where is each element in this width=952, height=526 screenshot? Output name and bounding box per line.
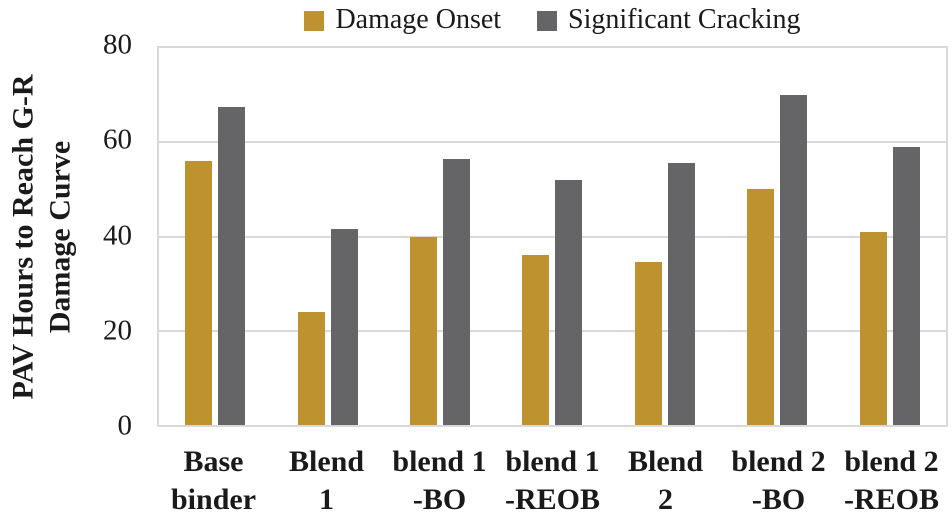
y-tick-label: 20 (103, 314, 132, 347)
bar-damage-onset (747, 189, 775, 425)
y-tick-label: 80 (103, 28, 132, 61)
x-axis-label: Base binder (170, 445, 257, 516)
plot-area (157, 46, 948, 427)
legend-item-damage-onset: Damage Onset (304, 6, 501, 34)
x-axis-label: blend 1 -BO (392, 445, 487, 516)
bar-significant-cracking (218, 106, 246, 425)
bar-group (271, 48, 383, 425)
legend: Damage Onset Significant Cracking (157, 0, 948, 40)
y-axis-ticks: 0 20 40 60 80 (58, 30, 132, 440)
gridline (159, 141, 946, 144)
legend-item-significant-cracking: Significant Cracking (537, 6, 801, 34)
bar-group (384, 48, 496, 425)
x-axis-labels: Base binder Blend 1 blend 1 -BO blend 1 -RE… (157, 443, 948, 519)
bar-group (609, 48, 721, 425)
x-axis-label: blend 1 -REOB (504, 445, 600, 516)
x-axis-label: Blend 1 (288, 445, 365, 516)
gridline (159, 235, 946, 238)
bar-damage-onset (859, 231, 887, 425)
bar-damage-onset (297, 311, 325, 425)
bar-damage-onset (522, 255, 550, 425)
bar-group (834, 48, 946, 425)
legend-label-significant-cracking: Significant Cracking (568, 4, 801, 35)
legend-swatch-significant-cracking-icon (537, 10, 558, 31)
bar-damage-onset (634, 262, 662, 425)
bar-group (159, 48, 271, 425)
bar-groups (159, 48, 946, 425)
bar-groups-inner (159, 48, 946, 425)
bar-damage-onset (185, 161, 213, 425)
y-tick-label: 40 (103, 219, 132, 252)
bar-significant-cracking (555, 179, 583, 425)
x-axis-label: blend 2 -BO (731, 445, 826, 516)
bar-significant-cracking (667, 163, 695, 425)
gridline (159, 329, 946, 332)
y-tick-label: 0 (117, 409, 133, 442)
bar-significant-cracking (330, 229, 358, 425)
x-axis-label: Blend 2 (627, 445, 704, 516)
x-axis-label: blend 2 -REOB (843, 445, 939, 516)
bar-group (496, 48, 608, 425)
bar-significant-cracking (892, 146, 920, 425)
legend-swatch-damage-onset-icon (304, 10, 325, 31)
legend-label-damage-onset: Damage Onset (335, 4, 502, 35)
bar-group (721, 48, 833, 425)
bar-damage-onset (410, 236, 438, 425)
y-tick-label: 60 (103, 123, 132, 156)
bar-significant-cracking (443, 158, 471, 425)
bar-significant-cracking (780, 95, 808, 425)
